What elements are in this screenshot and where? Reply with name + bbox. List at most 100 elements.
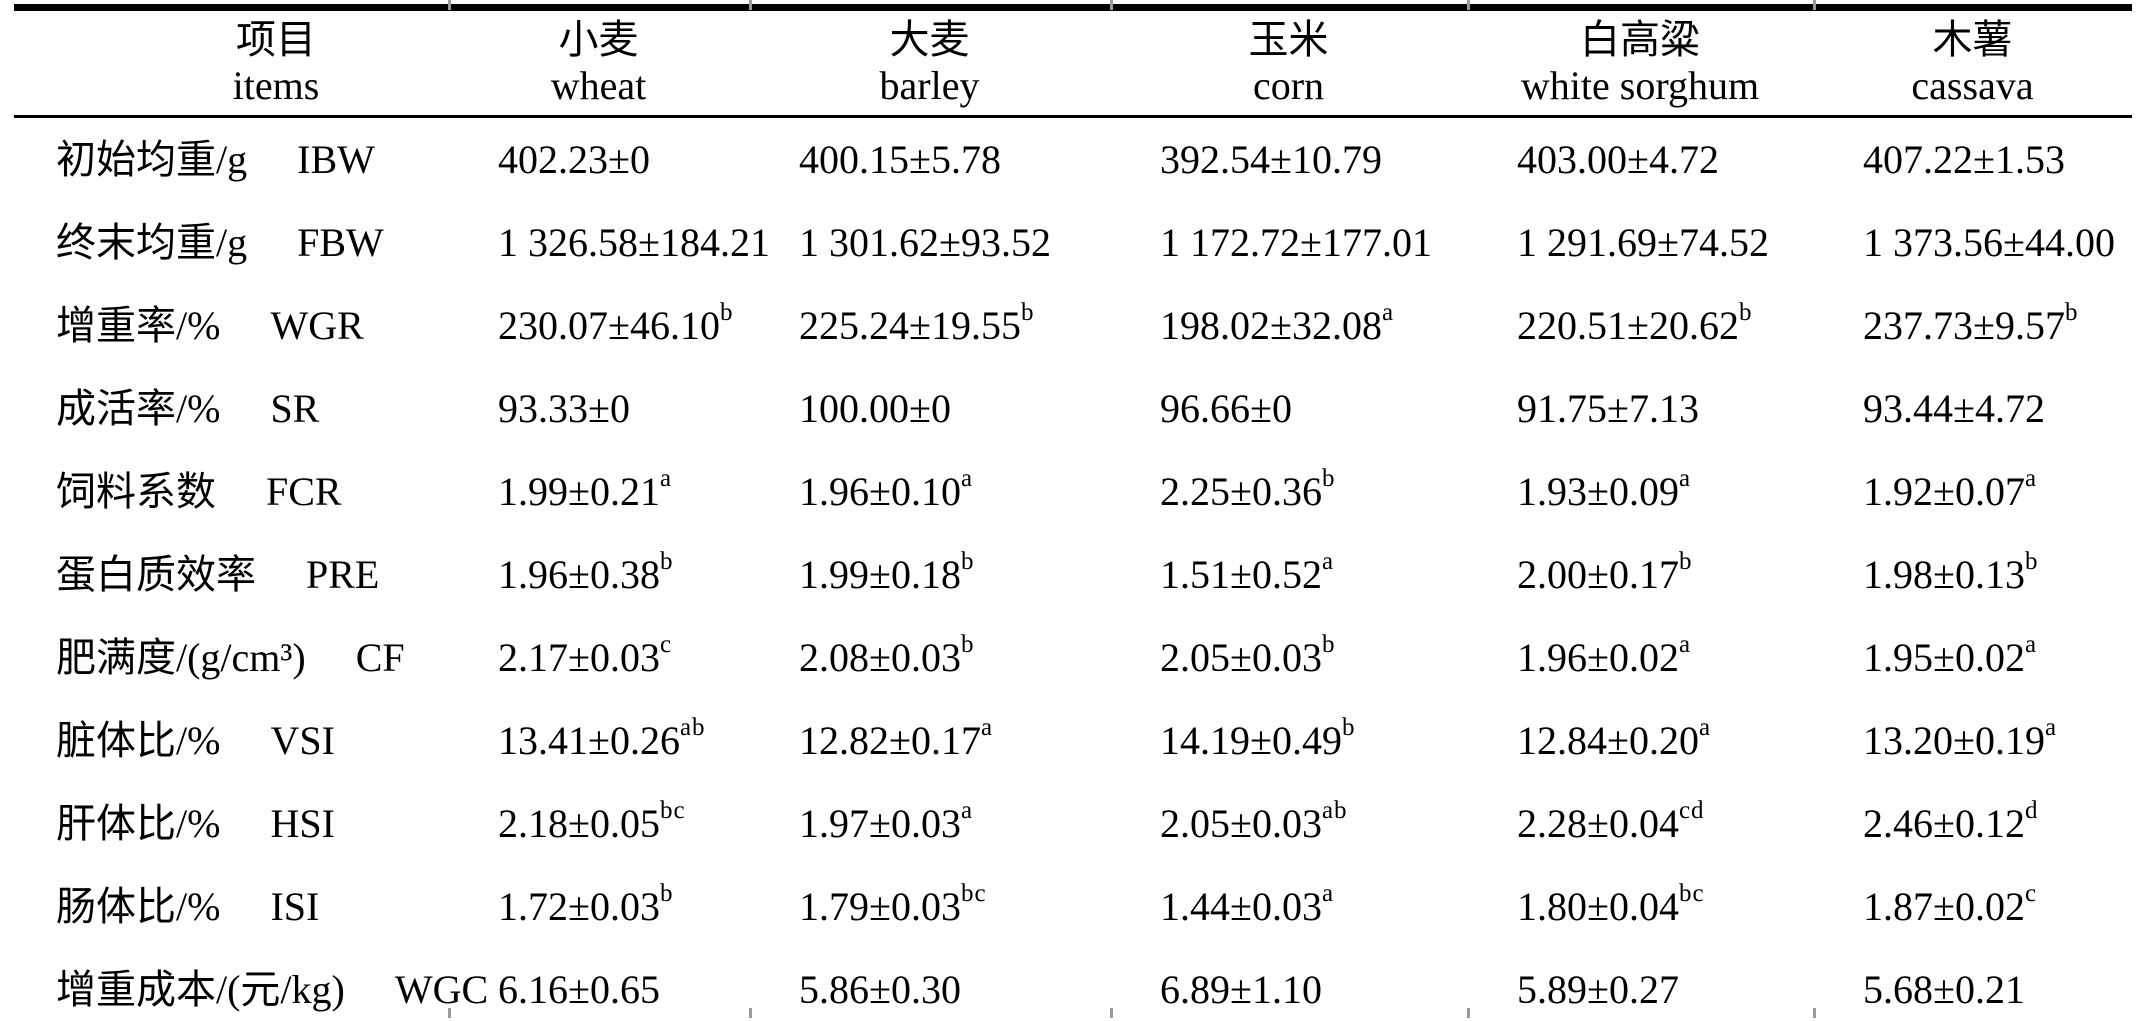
value-cell: 2.25±0.36b	[1110, 450, 1467, 533]
mean-sd-value: 1.72±0.03	[498, 883, 660, 929]
table-header: 项目 items 小麦 wheat 大麦 barley 玉米 corn	[14, 7, 2132, 118]
value-cell: 1.97±0.03a	[749, 782, 1110, 865]
col-header-cn: 木薯	[1932, 17, 2013, 62]
significance-superscript: b	[2024, 547, 2039, 575]
value-cell: 1.51±0.52a	[1110, 533, 1467, 616]
mean-sd-value: 96.66±0	[1160, 385, 1292, 431]
mean-sd-value: 93.33±0	[498, 385, 630, 431]
row-label-abbr: WGR	[270, 302, 364, 348]
significance-superscript: b	[1738, 298, 1753, 326]
value-cell: 2.28±0.04cd	[1467, 782, 1813, 865]
value-cell: 1.96±0.10a	[749, 450, 1110, 533]
mean-sd-value: 1.96±0.10	[799, 468, 961, 514]
mean-sd-value: 1.93±0.09	[1517, 468, 1679, 514]
value-cell: 93.44±4.72	[1813, 367, 2132, 450]
col-header-cn: 玉米	[1248, 17, 1329, 62]
significance-superscript: c	[2024, 879, 2038, 907]
mean-sd-value: 225.24±19.55	[799, 302, 1021, 348]
value-cell: 5.89±0.27	[1467, 948, 1813, 1021]
value-cell: 1.80±0.04bc	[1467, 865, 1813, 948]
significance-superscript: a	[1678, 464, 1692, 492]
row-label-cn: 终末均重/g	[56, 219, 248, 265]
value-cell: 2.46±0.12d	[1813, 782, 2132, 865]
significance-superscript: a	[1698, 713, 1712, 741]
row-label: 终末均重/g FBW	[14, 201, 448, 284]
mean-sd-value: 2.00±0.17	[1517, 551, 1679, 597]
significance-superscript: a	[1381, 298, 1395, 326]
table-row: 成活率/% SR 93.33±0 100.00±0 96.66±0 91.75±7.13 9…	[14, 367, 2132, 450]
table-row: 饲料系数 FCR 1.99±0.21a 1.96±0.10a 2.25±0.36b 1.9…	[14, 450, 2132, 533]
row-label: 增重率/% WGR	[14, 284, 448, 367]
significance-superscript: b	[2064, 298, 2079, 326]
col-header-white-sorghum: 白高粱 white sorghum	[1467, 7, 1813, 118]
value-cell: 6.89±1.10	[1110, 948, 1467, 1021]
row-label-abbr: HSI	[270, 800, 335, 846]
significance-superscript: b	[960, 547, 975, 575]
mean-sd-value: 1.79±0.03	[799, 883, 961, 929]
value-cell: 1.79±0.03bc	[749, 865, 1110, 948]
value-cell: 1 373.56±44.00	[1813, 201, 2132, 284]
value-cell: 1.96±0.02a	[1467, 616, 1813, 699]
mean-sd-value: 12.84±0.20	[1517, 717, 1699, 763]
significance-superscript: b	[1678, 547, 1693, 575]
mean-sd-value: 1.97±0.03	[799, 800, 961, 846]
significance-superscript: a	[980, 713, 994, 741]
row-label-cn: 蛋白质效率	[56, 551, 256, 597]
significance-superscript: a	[960, 464, 974, 492]
column-boundary-tick	[1813, 0, 1816, 10]
row-label: 肥满度/(g/cm³) CF	[14, 616, 448, 699]
column-boundary-tick	[1813, 1008, 1816, 1018]
mean-sd-value: 402.23±0	[498, 136, 650, 182]
row-label: 脏体比/% VSI	[14, 699, 448, 782]
mean-sd-value: 2.17±0.03	[498, 634, 660, 680]
mean-sd-value: 1 172.72±177.01	[1160, 219, 1432, 265]
value-cell: 2.08±0.03b	[749, 616, 1110, 699]
table-row: 肥满度/(g/cm³) CF 2.17±0.03c 2.08±0.03b 2.05±0.…	[14, 616, 2132, 699]
significance-superscript: b	[1321, 464, 1336, 492]
column-boundary-tick	[448, 1008, 451, 1018]
value-cell: 2.18±0.05bc	[448, 782, 749, 865]
value-cell: 1.87±0.02c	[1813, 865, 2132, 948]
significance-superscript: b	[719, 298, 734, 326]
value-cell: 12.84±0.20a	[1467, 699, 1813, 782]
row-label-cn: 初始均重/g	[56, 136, 248, 182]
significance-superscript: ab	[1321, 796, 1348, 824]
value-cell: 403.00±4.72	[1467, 117, 1813, 202]
value-cell: 1.92±0.07a	[1813, 450, 2132, 533]
significance-superscript: a	[1321, 547, 1335, 575]
significance-superscript: b	[659, 547, 674, 575]
mean-sd-value: 1.99±0.18	[799, 551, 961, 597]
mean-sd-value: 1.95±0.02	[1863, 634, 2025, 680]
mean-sd-value: 1.96±0.02	[1517, 634, 1679, 680]
significance-superscript: b	[1321, 630, 1336, 658]
column-boundary-tick	[749, 0, 752, 10]
mean-sd-value: 12.82±0.17	[799, 717, 981, 763]
significance-superscript: a	[2024, 464, 2038, 492]
value-cell: 402.23±0	[448, 117, 749, 202]
row-label-abbr: PRE	[306, 551, 380, 597]
header-row: 项目 items 小麦 wheat 大麦 barley 玉米 corn	[14, 7, 2132, 118]
mean-sd-value: 400.15±5.78	[799, 136, 1001, 182]
mean-sd-value: 1.51±0.52	[1160, 551, 1322, 597]
row-label: 肠体比/% ISI	[14, 865, 448, 948]
mean-sd-value: 91.75±7.13	[1517, 385, 1699, 431]
col-header-en: cassava	[1911, 63, 2034, 108]
row-label-cn: 饲料系数	[56, 468, 216, 514]
results-table: 项目 items 小麦 wheat 大麦 barley 玉米 corn	[14, 4, 2132, 1021]
value-cell: 96.66±0	[1110, 367, 1467, 450]
row-label-cn: 肠体比/%	[56, 883, 221, 929]
significance-superscript: a	[1678, 630, 1692, 658]
significance-superscript: b	[659, 879, 674, 907]
mean-sd-value: 1.44±0.03	[1160, 883, 1322, 929]
row-label-abbr: FCR	[266, 468, 342, 514]
row-label-abbr: ISI	[270, 883, 320, 929]
mean-sd-value: 1.80±0.04	[1517, 883, 1679, 929]
mean-sd-value: 230.07±46.10	[498, 302, 720, 348]
col-header-cn: 项目	[236, 17, 316, 62]
value-cell: 1.99±0.18b	[749, 533, 1110, 616]
value-cell: 2.00±0.17b	[1467, 533, 1813, 616]
mean-sd-value: 5.86±0.30	[799, 966, 961, 1012]
row-label-cn: 脏体比/%	[56, 717, 221, 763]
col-header-wheat: 小麦 wheat	[448, 7, 749, 118]
significance-superscript: a	[659, 464, 673, 492]
